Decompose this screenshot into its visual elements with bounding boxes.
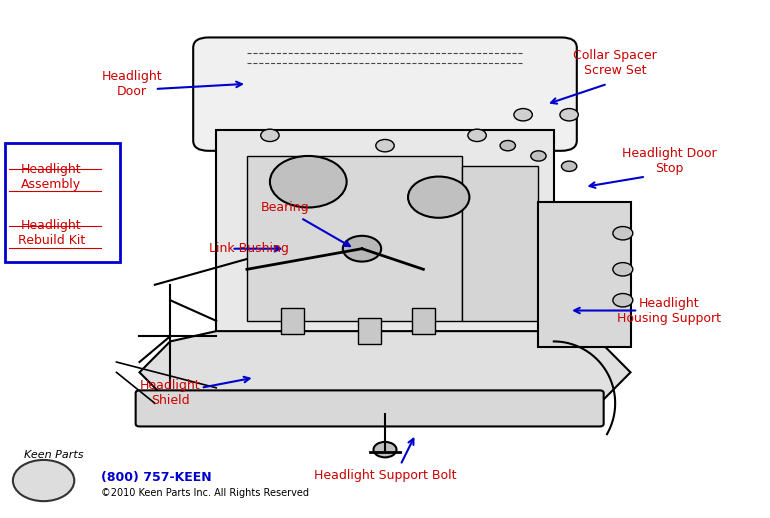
- Circle shape: [500, 140, 515, 151]
- Circle shape: [561, 161, 577, 171]
- Circle shape: [531, 151, 546, 161]
- Circle shape: [343, 236, 381, 262]
- Text: Headlight Door
Stop: Headlight Door Stop: [621, 147, 716, 175]
- Circle shape: [613, 226, 633, 240]
- Circle shape: [373, 442, 397, 457]
- Circle shape: [613, 294, 633, 307]
- Circle shape: [560, 109, 578, 121]
- Circle shape: [13, 460, 74, 501]
- Circle shape: [613, 263, 633, 276]
- Circle shape: [270, 156, 346, 208]
- FancyBboxPatch shape: [216, 130, 554, 336]
- Text: Headlight
Assembly: Headlight Assembly: [21, 163, 82, 191]
- Text: Headlight
Door: Headlight Door: [102, 70, 162, 98]
- Circle shape: [261, 129, 279, 141]
- Text: Headlight
Rebuild Kit: Headlight Rebuild Kit: [18, 219, 85, 247]
- Circle shape: [376, 139, 394, 152]
- FancyBboxPatch shape: [358, 318, 381, 344]
- Text: Keen Parts: Keen Parts: [25, 450, 84, 460]
- FancyBboxPatch shape: [247, 156, 462, 321]
- Text: Headlight
Housing Support: Headlight Housing Support: [617, 296, 721, 324]
- Circle shape: [514, 109, 532, 121]
- Text: Link Bushing: Link Bushing: [209, 242, 289, 255]
- Circle shape: [408, 177, 470, 218]
- Polygon shape: [139, 331, 631, 413]
- FancyBboxPatch shape: [538, 203, 631, 347]
- FancyBboxPatch shape: [136, 391, 604, 426]
- FancyBboxPatch shape: [462, 166, 538, 321]
- FancyBboxPatch shape: [193, 37, 577, 151]
- Text: Headlight Support Bolt: Headlight Support Bolt: [313, 469, 457, 482]
- Text: (800) 757-KEEN: (800) 757-KEEN: [101, 471, 212, 484]
- Text: Headlight
Shield: Headlight Shield: [140, 379, 200, 407]
- FancyBboxPatch shape: [281, 308, 304, 334]
- FancyBboxPatch shape: [5, 143, 120, 262]
- FancyBboxPatch shape: [412, 308, 435, 334]
- Text: Bearing: Bearing: [261, 201, 310, 214]
- Circle shape: [468, 129, 487, 141]
- Text: ©2010 Keen Parts Inc. All Rights Reserved: ©2010 Keen Parts Inc. All Rights Reserve…: [101, 488, 309, 498]
- Text: Collar Spacer
Screw Set: Collar Spacer Screw Set: [574, 49, 657, 77]
